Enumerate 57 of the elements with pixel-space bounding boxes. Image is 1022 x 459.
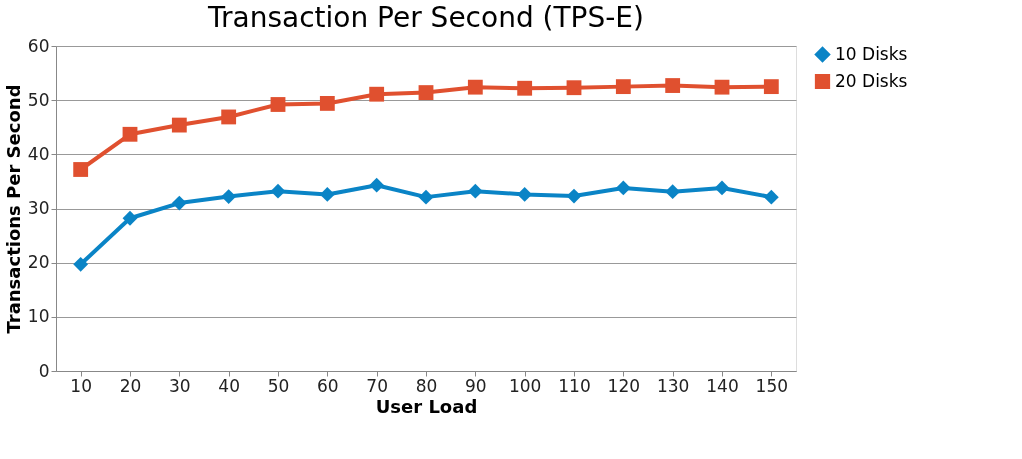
point <box>517 187 533 202</box>
point <box>566 80 582 96</box>
point <box>369 86 385 102</box>
point <box>418 85 434 100</box>
point <box>270 97 286 112</box>
point <box>221 109 237 125</box>
y-tick-label: 0 <box>38 360 50 381</box>
y-tick-label: 20 <box>27 252 50 273</box>
point <box>714 180 730 196</box>
x-tick-label: 10 <box>70 375 92 396</box>
point <box>418 189 434 205</box>
point <box>270 183 286 199</box>
point <box>171 195 187 211</box>
x-tick-label: 100 <box>508 375 542 396</box>
x-tick-label: 150 <box>755 375 789 396</box>
point <box>714 79 730 95</box>
point <box>665 184 681 200</box>
x-tick-label: 90 <box>465 375 487 396</box>
point <box>763 79 779 95</box>
point <box>221 189 237 204</box>
x-tick-label: 70 <box>366 375 388 396</box>
point <box>73 162 89 177</box>
x-tick-label: 130 <box>656 375 690 396</box>
y-tick-label: 30 <box>27 198 50 218</box>
point <box>73 256 89 272</box>
x-axis-title: User Load <box>375 395 478 417</box>
y-axis-title: Transactions Per Second <box>2 84 24 334</box>
y-tick-label: 40 <box>27 143 50 164</box>
point <box>467 183 483 199</box>
point <box>467 79 483 95</box>
point <box>615 180 631 196</box>
y-tick-label: 60 <box>27 35 50 56</box>
x-tick-label: 60 <box>317 375 339 396</box>
point <box>763 189 779 205</box>
x-tick-label: 40 <box>218 375 240 396</box>
point <box>319 96 335 111</box>
point <box>517 80 533 96</box>
legend-label: 10 Disks <box>835 43 908 64</box>
point <box>171 117 187 133</box>
x-tick-label: 110 <box>558 375 591 396</box>
y-tick-label: 10 <box>27 306 50 327</box>
point <box>665 78 681 93</box>
point <box>615 79 631 95</box>
point <box>566 188 582 204</box>
legend-label: 20 Disks <box>835 70 908 91</box>
y-tick-label: 50 <box>27 89 50 110</box>
x-tick-label: 30 <box>169 375 191 396</box>
x-tick-label: 50 <box>267 375 290 396</box>
x-tick-label: 140 <box>706 375 739 396</box>
x-tick-label: 80 <box>415 375 438 396</box>
point <box>319 187 335 202</box>
x-tick-label: 120 <box>607 375 641 396</box>
point <box>369 177 385 193</box>
chart-title: Transaction Per Second (TPS-E) <box>207 1 644 34</box>
point <box>122 126 138 142</box>
x-tick-label: 20 <box>119 375 142 396</box>
point <box>122 210 138 226</box>
